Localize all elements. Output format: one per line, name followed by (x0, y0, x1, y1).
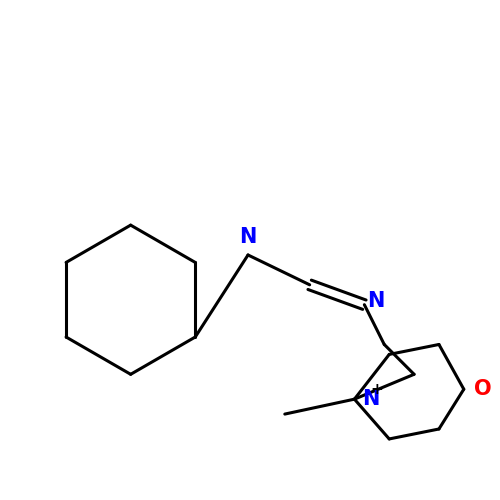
Text: N: N (362, 389, 380, 409)
Text: N: N (368, 290, 385, 310)
Text: O: O (474, 379, 492, 399)
Text: +: + (370, 382, 382, 396)
Text: N: N (240, 227, 256, 247)
